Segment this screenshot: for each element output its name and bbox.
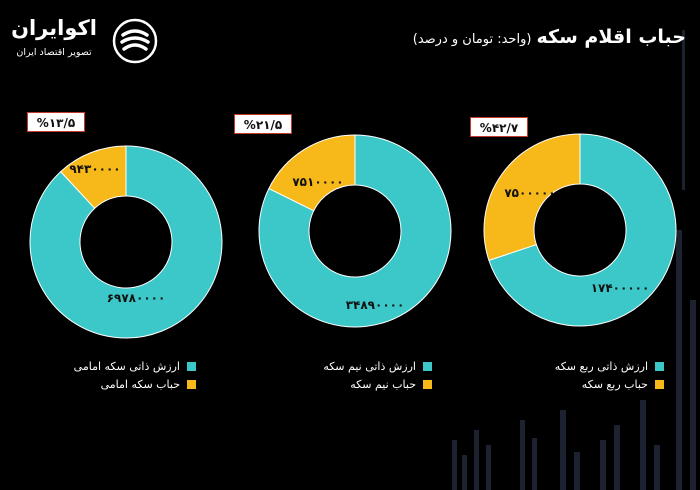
- logo-mark-icon: [112, 18, 158, 64]
- legend-swatch: [423, 361, 432, 371]
- legend-label: حباب سکه امامی: [100, 377, 180, 391]
- legend-swatch: [187, 361, 196, 371]
- legend-swatch: [655, 361, 664, 371]
- data-label-bubble-quarter-coin: ۷۵۰۰۰۰۰: [504, 186, 555, 200]
- donut-slice-bubble-full-coin: [59, 145, 127, 209]
- logo-name: اکوایران: [11, 16, 97, 40]
- data-label-intrinsic-quarter-coin: ۱۷۴۰۰۰۰۰: [591, 281, 650, 295]
- legend-label: حباب ربع سکه: [581, 377, 648, 391]
- donut-slice-intrinsic-half-coin: [258, 134, 452, 328]
- legend-half-coin: ارزش ذاتی نیم سکه حباب نیم سکه: [323, 357, 432, 393]
- bubble-percent-badge-full-coin: %۱۳/۵: [27, 112, 85, 132]
- bubble-percent-badge-quarter-coin: %۴۲/۷: [470, 117, 528, 137]
- legend-quarter-coin: ارزش ذاتی ربع سکه حباب ربع سکه: [555, 357, 664, 393]
- donut-slice-bubble-quarter-coin: [483, 133, 581, 261]
- legend-item-bubble: حباب ربع سکه: [555, 375, 664, 393]
- data-label-bubble-half-coin: ۷۵۱۰۰۰۰: [292, 175, 343, 189]
- donut-slice-intrinsic-full-coin: [29, 145, 223, 339]
- brand-logo: اکوایران تصویر اقتصاد ایران: [6, 16, 166, 66]
- logo-tagline: تصویر اقتصاد ایران: [16, 47, 92, 58]
- chart-title: حباب اقلام سکه: [536, 26, 686, 48]
- legend-swatch: [187, 379, 196, 389]
- legend-swatch: [423, 379, 432, 389]
- donut-slice-bubble-half-coin: [268, 134, 356, 212]
- legend-item-intrinsic: ارزش ذاتی سکه امامی: [74, 357, 196, 375]
- legend-item-bubble: حباب نیم سکه: [323, 375, 432, 393]
- legend-label: حباب نیم سکه: [350, 377, 416, 391]
- data-label-intrinsic-half-coin: ۳۴۸۹۰۰۰۰: [346, 298, 405, 312]
- data-label-intrinsic-full-coin: ۶۹۷۸۰۰۰۰: [107, 291, 166, 305]
- legend-full-coin: ارزش ذاتی سکه امامی حباب سکه امامی: [74, 357, 196, 393]
- legend-label: ارزش ذاتی ربع سکه: [554, 359, 648, 373]
- legend-item-bubble: حباب سکه امامی: [74, 375, 196, 393]
- legend-item-intrinsic: ارزش ذاتی ربع سکه: [555, 357, 664, 375]
- legend-label: ارزش ذاتی سکه امامی: [73, 359, 180, 373]
- bubble-percent-badge-half-coin: %۲۱/۵: [234, 114, 292, 134]
- chart-subtitle: (واحد: تومان و درصد): [412, 32, 532, 47]
- legend-swatch: [655, 379, 664, 389]
- legend-label: ارزش ذاتی نیم سکه: [323, 359, 416, 373]
- data-label-bubble-full-coin: ۹۴۳۰۰۰۰: [69, 162, 120, 176]
- donut-slice-intrinsic-quarter-coin: [488, 133, 677, 327]
- chart-header: حباب اقلام سکه (واحد: تومان و درصد): [413, 26, 686, 48]
- legend-item-intrinsic: ارزش ذاتی نیم سکه: [323, 357, 432, 375]
